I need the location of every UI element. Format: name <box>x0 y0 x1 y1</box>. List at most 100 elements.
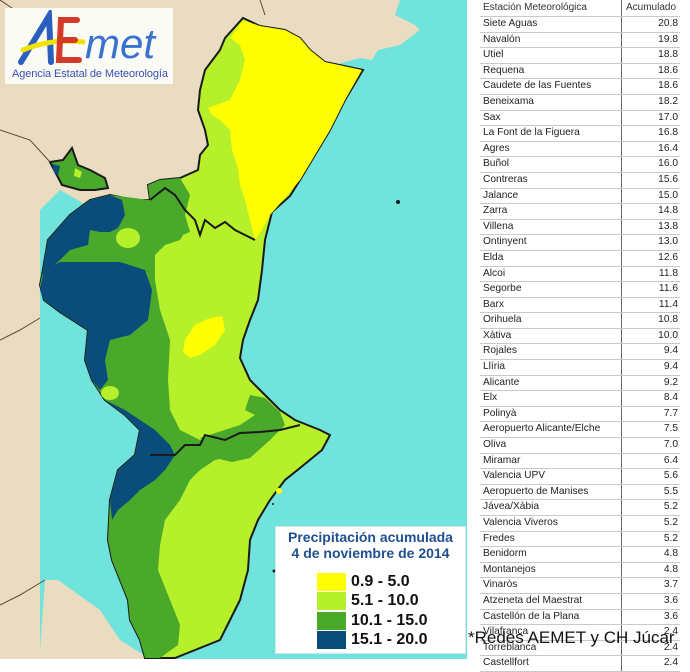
legend-label: 10.1 - 15.0 <box>351 611 428 629</box>
station-name: Segorbe <box>480 282 622 297</box>
station-name: Montanejos <box>480 562 622 578</box>
table-row: Buñol 16.0 <box>480 157 680 173</box>
table-row: Miramar 6.4 <box>480 453 680 470</box>
station-value: 18.6 <box>658 64 678 76</box>
legend-label: 5.1 - 10.0 <box>351 592 419 610</box>
station-value: 18.6 <box>658 80 678 92</box>
table-row: Orihuela 10.8 <box>480 313 680 329</box>
station-value: 16.8 <box>658 127 678 139</box>
table-row: Villena 13.8 <box>480 219 680 236</box>
station-name: Atzeneta del Maestrat <box>480 593 622 609</box>
svg-text:met: met <box>85 20 157 66</box>
table-row: Fredes 5.2 <box>480 531 680 548</box>
source-footnote: *Redes AEMET y CH Júcar <box>468 628 675 647</box>
table-header: Estación Meteorológica Acumulado <box>480 0 680 17</box>
station-value: 9.2 <box>663 376 678 388</box>
table-row: Sax 17.0 <box>480 110 680 127</box>
spot-light-1 <box>116 228 140 248</box>
table-row: Castellón de la Plana 3.6 <box>480 609 680 626</box>
station-value: 5.6 <box>663 470 678 482</box>
station-value: 13.8 <box>658 220 678 232</box>
station-name: Castellón de la Plana <box>480 609 622 625</box>
legend-item: 5.1 - 10.0 <box>317 592 428 612</box>
station-name: Valencia UPV <box>480 469 622 484</box>
station-name: Vilafranca <box>480 625 622 640</box>
station-name: Zarra <box>480 204 622 219</box>
station-value: 19.8 <box>658 33 678 45</box>
table-row: Zarra 14.8 <box>480 204 680 220</box>
zone-range-0-5-north <box>208 20 362 240</box>
legend-label: 0.9 - 5.0 <box>351 572 410 590</box>
legend-date: 4 de noviembre de 2014 <box>291 545 450 561</box>
zone-range-15-20-central <box>40 262 152 390</box>
station-value: 12.6 <box>658 251 678 263</box>
legend-item: 15.1 - 20.0 <box>317 631 428 651</box>
station-name: Agres <box>480 141 622 157</box>
zone-range-15-20-west <box>42 195 125 275</box>
station-name: Alcoi <box>480 266 622 282</box>
station-name: Torreblanca <box>480 640 622 656</box>
station-name: Llíria <box>480 360 622 375</box>
station-value: 11.8 <box>658 267 678 279</box>
station-name: Jalance <box>480 188 622 204</box>
table-row: Vilafranca 2.4 <box>480 625 680 641</box>
station-value: 6.4 <box>663 454 678 466</box>
legend-item: 0.9 - 5.0 <box>317 572 428 592</box>
table-row: Polinyà 7.7 <box>480 406 680 423</box>
station-value: 4.8 <box>663 563 678 575</box>
header-value: Acumulado <box>625 2 677 13</box>
zone-range-0-5-central <box>183 316 225 358</box>
station-name: Requena <box>480 63 622 79</box>
table-row: Rojales 9.4 <box>480 344 680 361</box>
station-name: Villena <box>480 219 622 235</box>
table-row: Utiel 18.8 <box>480 48 680 64</box>
station-value: 3.6 <box>663 594 678 606</box>
stations-table: Estación Meteorológica Acumulado Siete A… <box>480 0 680 672</box>
station-name: Ontinyent <box>480 235 622 250</box>
table-row: Aeropuerto Alicante/Elche 7.5 <box>480 422 680 439</box>
enclave-dark <box>52 164 60 176</box>
station-name: Utiel <box>480 48 622 63</box>
station-name: Benidorm <box>480 547 622 562</box>
station-name: Barx <box>480 297 622 313</box>
table-row: Agres 16.4 <box>480 141 680 158</box>
legend-item: 10.1 - 15.0 <box>317 611 428 631</box>
station-value: 11.4 <box>658 298 678 310</box>
table-row: Valencia UPV 5.6 <box>480 469 680 485</box>
table-row: Montanejos 4.8 <box>480 562 680 579</box>
station-name: Oliva <box>480 438 622 453</box>
station-value: 16.4 <box>658 142 678 154</box>
station-value: 5.5 <box>663 485 678 497</box>
province-border-alicante <box>150 424 301 456</box>
table-row: Navalón 19.8 <box>480 32 680 49</box>
station-value: 3.7 <box>663 579 678 591</box>
station-name: Beneixama <box>480 94 622 110</box>
table-row: Alcoi 11.8 <box>480 266 680 283</box>
legend-swatch <box>317 572 346 591</box>
station-name: Elx <box>480 391 622 406</box>
table-row: Alicante 9.2 <box>480 375 680 392</box>
table-row: Siete Aguas 20.8 <box>480 17 680 33</box>
outside-land <box>0 0 420 659</box>
table-row: Llíria 9.4 <box>480 360 680 376</box>
aemet-logo: met Agencia Estatal de Meteorología <box>5 8 173 84</box>
table-row: Vinaròs 3.7 <box>480 578 680 594</box>
station-name: Elda <box>480 250 622 266</box>
table-row: Aeropuerto de Manises 5.5 <box>480 484 680 501</box>
legend-swatch <box>317 592 346 611</box>
station-value: 7.0 <box>663 439 678 451</box>
station-name: Navalón <box>480 32 622 48</box>
table-row: Jalance 15.0 <box>480 188 680 205</box>
enclave-ademuz <box>48 145 110 191</box>
station-name: Caudete de las Fuentes <box>480 79 622 94</box>
table-row: Oliva 7.0 <box>480 438 680 454</box>
station-value: 18.2 <box>658 95 678 107</box>
table-row: Requena 18.6 <box>480 63 680 80</box>
station-name: Sax <box>480 110 622 126</box>
station-name: Aeropuerto de Manises <box>480 484 622 500</box>
station-value: 4.8 <box>663 548 678 560</box>
legend-swatch <box>317 631 346 650</box>
table-row: Contreras 15.6 <box>480 172 680 189</box>
header-station: Estación Meteorológica <box>480 0 622 16</box>
table-body: Siete Aguas 20.8 Navalón 19.8 Utiel 18.8 Reque… <box>480 17 680 672</box>
